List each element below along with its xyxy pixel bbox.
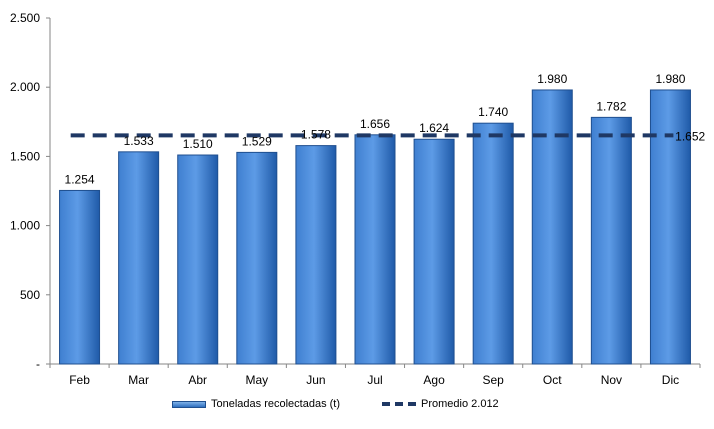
legend-item-bars: Toneladas recolectadas (t) bbox=[172, 398, 340, 410]
bar-value-label: 1.578 bbox=[301, 128, 331, 142]
y-tick-label: 1.500 bbox=[10, 149, 40, 163]
x-tick-label: Dic bbox=[662, 373, 679, 387]
x-tick-label: Sep bbox=[483, 373, 505, 387]
bar bbox=[413, 138, 455, 365]
y-tick-label: 1.000 bbox=[10, 219, 40, 233]
bar bbox=[295, 145, 337, 365]
bar-value-label: 1.782 bbox=[596, 99, 626, 113]
bar-value-label: 1.740 bbox=[478, 105, 508, 119]
bar bbox=[236, 151, 278, 365]
legend-item-average: Promedio 2.012 bbox=[382, 398, 499, 410]
bar-layer bbox=[59, 89, 691, 365]
x-tick-label: Nov bbox=[601, 373, 622, 387]
legend-line-swatch bbox=[382, 402, 417, 406]
legend-bar-swatch bbox=[172, 400, 206, 408]
bar-value-label: 1.656 bbox=[360, 117, 390, 131]
axis-layer: - 500 1.000 1.500 2.000 2.500 Feb Mar Abr May Jun J… bbox=[10, 11, 701, 387]
y-tick-label: 500 bbox=[20, 288, 40, 302]
bar-value-label: 1.529 bbox=[242, 134, 272, 148]
y-tick-label: - bbox=[36, 357, 40, 371]
bar bbox=[59, 189, 101, 365]
x-tick-label: Feb bbox=[69, 373, 90, 387]
x-tick-label: Abr bbox=[188, 373, 207, 387]
x-tick-label: Oct bbox=[543, 373, 562, 387]
bar bbox=[177, 154, 219, 365]
legend-line-label: Promedio 2.012 bbox=[421, 398, 499, 410]
bar bbox=[354, 134, 396, 365]
y-tick-label: 2.500 bbox=[10, 11, 40, 25]
x-tick-label: May bbox=[245, 373, 268, 387]
x-tick-label: Jun bbox=[306, 373, 325, 387]
bar bbox=[472, 122, 514, 365]
bar-value-label: 1.624 bbox=[419, 121, 449, 135]
legend-bar-label: Toneladas recolectadas (t) bbox=[211, 398, 341, 410]
bar-value-label: 1.254 bbox=[65, 172, 95, 186]
bar bbox=[531, 89, 573, 365]
bar-value-label: 1.980 bbox=[537, 72, 567, 86]
legend: Toneladas recolectadas (t) Promedio 2.01… bbox=[172, 398, 541, 410]
average-value-label: 1.652 bbox=[675, 129, 705, 143]
bar-value-label: 1.533 bbox=[124, 134, 154, 148]
bar bbox=[590, 116, 632, 365]
x-tick-label: Mar bbox=[128, 373, 149, 387]
y-tick-label: 2.000 bbox=[10, 80, 40, 94]
bar-value-label: 1.980 bbox=[655, 72, 685, 86]
x-tick-label: Ago bbox=[423, 373, 445, 387]
data-label-layer: 1.254 1.533 1.510 1.529 1.578 1.656 1.624 1.740… bbox=[65, 72, 706, 186]
bar bbox=[118, 151, 160, 365]
x-tick-label: Jul bbox=[367, 373, 382, 387]
bar-value-label: 1.510 bbox=[183, 137, 213, 151]
